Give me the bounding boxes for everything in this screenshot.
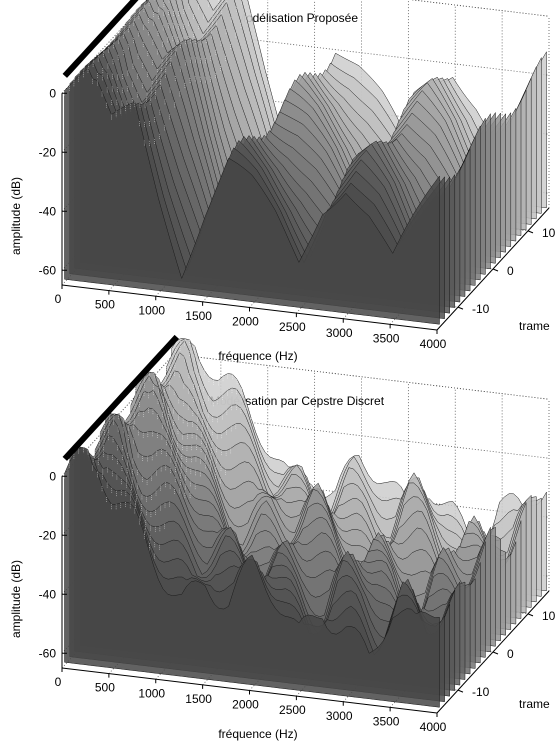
- x-axis-label: fréquence (Hz): [218, 349, 297, 363]
- x-tick-label: 3500: [373, 714, 400, 728]
- x-tick-labels: 0 500 1000 1500 2000 2500 3000 3500 4000: [55, 292, 447, 351]
- z-axis-label: amplitude (dB): [9, 177, 23, 255]
- y-tick-label: -10: [472, 302, 490, 316]
- y-axis-label: trame: [519, 697, 550, 711]
- chart-title: Modélisation par Cepstre Discret: [210, 394, 385, 408]
- x-tick-label: 3000: [326, 709, 353, 723]
- chart-title: Modélisation Proposée: [236, 11, 358, 25]
- y-tick-mark: [492, 268, 499, 272]
- y-tick-label: 0: [507, 264, 514, 278]
- x-tick-label: 3500: [373, 331, 400, 345]
- x-tick-label: 1000: [138, 686, 165, 700]
- x-tick-label: 0: [55, 292, 62, 306]
- y-tick-mark: [457, 306, 464, 310]
- x-tick-label: 4000: [420, 720, 447, 734]
- y-tick-label: -10: [472, 685, 490, 699]
- x-tick-label: 0: [55, 675, 62, 689]
- surface: [62, 334, 547, 708]
- y-tick-labels: -10 0 10: [472, 226, 556, 316]
- z-tick-label: -20: [39, 528, 57, 542]
- surface-edge: [62, 334, 180, 461]
- y-tick-labels: -10 0 10: [472, 609, 556, 699]
- y-tick-mark: [527, 613, 534, 617]
- z-tick-label: -60: [39, 263, 57, 277]
- x-tick-labels: 0 500 1000 1500 2000 2500 3000 3500 4000: [55, 675, 447, 734]
- x-tick-label: 2500: [279, 703, 306, 717]
- surface-edge: [62, 0, 139, 78]
- x-axis-label: fréquence (Hz): [218, 727, 297, 741]
- x-tick-label: 3000: [326, 326, 353, 340]
- x-tick-label: 500: [95, 681, 115, 695]
- z-tick-label: 0: [49, 469, 56, 483]
- z-tick-label: 0: [49, 86, 56, 100]
- surface: [62, 0, 547, 325]
- z-tick-labels: -60 -40 -20 0: [39, 469, 57, 660]
- y-tick-mark: [457, 689, 464, 693]
- x-tick-label: 2500: [279, 320, 306, 334]
- z-tick-label: -40: [39, 204, 57, 218]
- x-tick-label: 4000: [420, 337, 447, 351]
- y-tick-label: 0: [507, 647, 514, 661]
- surface-row: [64, 67, 440, 325]
- z-tick-label: -40: [39, 587, 57, 601]
- y-tick-mark: [492, 651, 499, 655]
- axes: [61, 92, 550, 334]
- y-tick-mark: [527, 230, 534, 234]
- x-tick-label: 1500: [185, 309, 212, 323]
- x-tick-label: 500: [95, 298, 115, 312]
- x-tick-label: 1000: [138, 303, 165, 317]
- y-tick-label: 10: [542, 609, 556, 623]
- surface-row: [64, 446, 440, 708]
- z-tick-label: -60: [39, 646, 57, 660]
- y-axis-label: trame: [519, 319, 550, 333]
- y-tick-label: 10: [542, 226, 556, 240]
- chart-modelisation-cepstre: Modélisation par Cepstre Discret -60-40-…: [9, 334, 556, 741]
- z-tick-labels: -60 -40 -20 0: [39, 86, 57, 277]
- axes: [61, 475, 550, 717]
- x-tick-label: 2000: [232, 698, 259, 712]
- z-axis-label: amplitude (dB): [9, 560, 23, 638]
- x-tick-label: 2000: [232, 315, 259, 329]
- x-tick-label: 1500: [185, 692, 212, 706]
- chart-modelisation-proposee: Modélisation Proposée -60-40-200 0 500 100…: [9, 0, 556, 363]
- z-tick-label: -20: [39, 145, 57, 159]
